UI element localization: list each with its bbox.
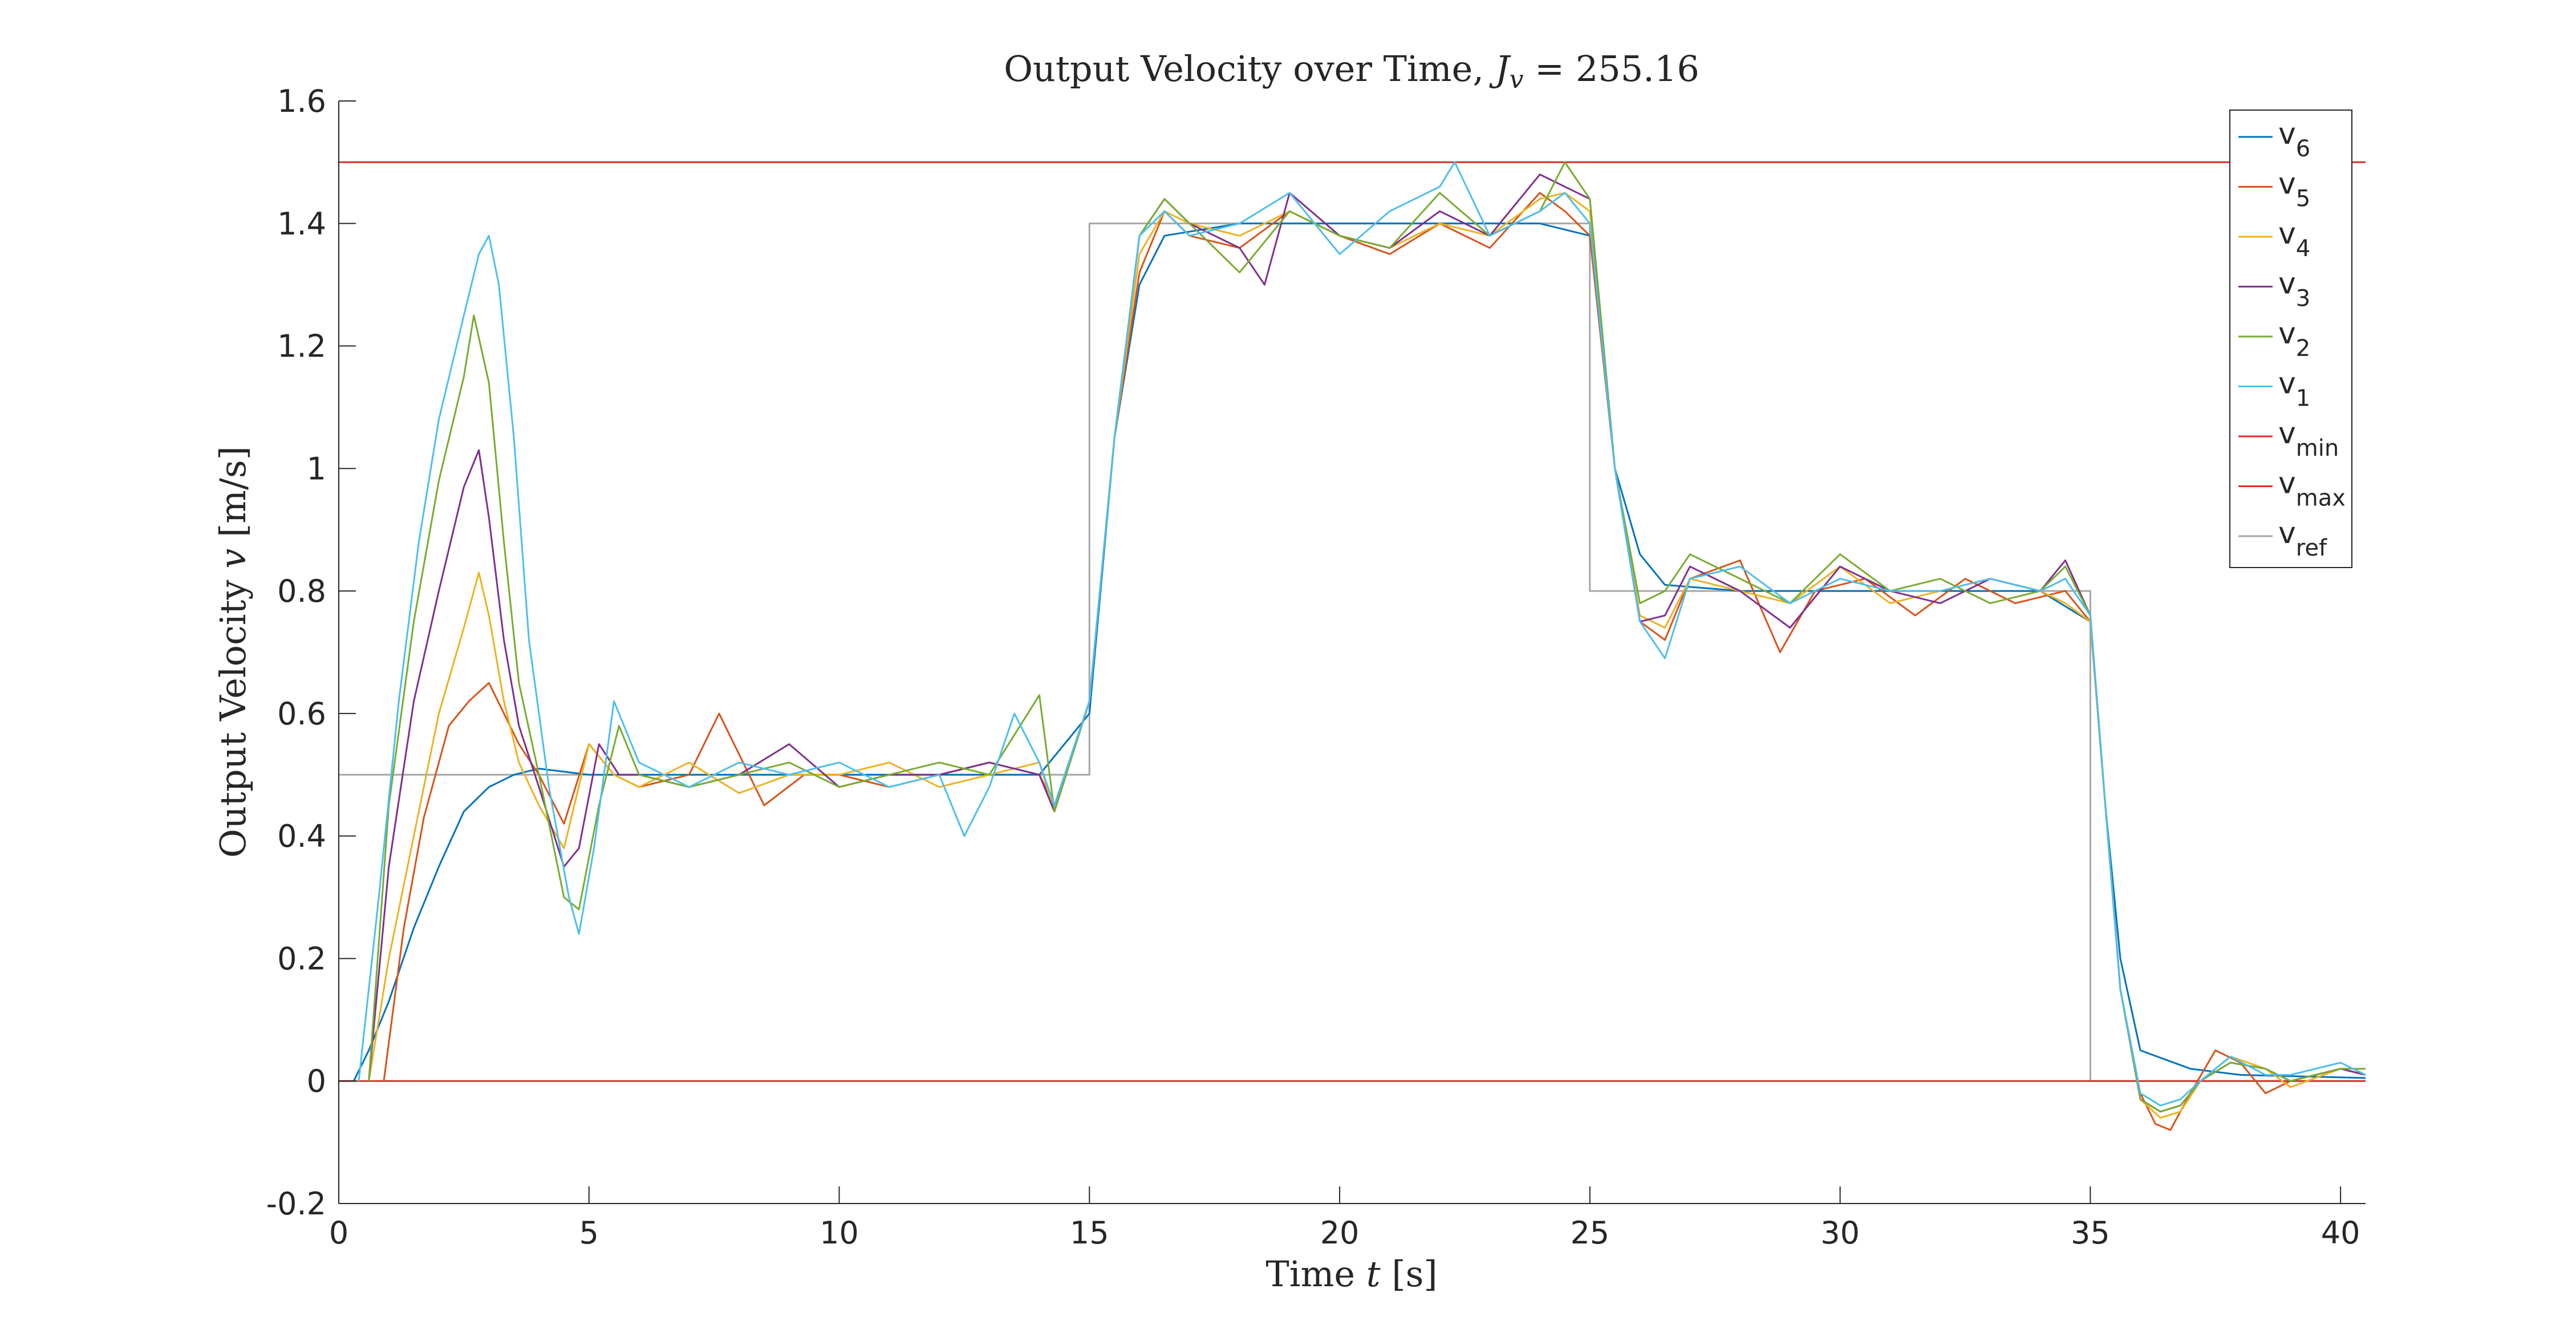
legend-label-v-6: v6	[2278, 117, 2310, 162]
legend-label-sub: max	[2296, 485, 2346, 512]
legend-label-v-2: v2	[2278, 317, 2310, 362]
legend-label-main: v	[2278, 217, 2296, 251]
x-tick-label: 15	[1070, 1215, 1109, 1251]
series-line-v-ref	[339, 222, 2366, 1082]
chart-title-eq: = 255.16	[1523, 48, 1699, 90]
x-tick-label: 30	[1820, 1215, 1860, 1251]
plot-area	[339, 101, 2366, 1204]
legend-label-sub: 4	[2296, 236, 2310, 262]
x-axis-label-unit: [s]	[1392, 1253, 1437, 1295]
legend-label-sub: 6	[2296, 136, 2310, 162]
legend-label-main: v	[2278, 416, 2296, 451]
x-tick-label: 20	[1320, 1215, 1360, 1251]
chart-title-sub: v	[1510, 65, 1524, 94]
x-tick-labels: 0 5 10 15 20 25 30 35 40	[329, 1186, 2360, 1251]
y-axis-label-var: v	[212, 549, 254, 569]
y-tick-label: -0.2	[266, 1186, 326, 1222]
legend-label-v-5: v5	[2278, 167, 2310, 212]
y-tick-label: 0.6	[277, 696, 326, 732]
y-tick-label: 0.4	[277, 819, 326, 854]
series-line-v-1	[358, 161, 2366, 1107]
legend-label-sub: 2	[2296, 335, 2310, 362]
legend-label-main: v	[2278, 516, 2296, 550]
legend-label-sub: min	[2296, 435, 2339, 461]
series-layer	[339, 161, 2366, 1131]
y-tick-label: 1.4	[277, 206, 326, 242]
x-tick-label: 35	[2071, 1215, 2110, 1251]
x-tick-label: 0	[329, 1215, 348, 1251]
y-axis-label-unit: [m/s]	[212, 446, 254, 537]
x-axis-label-var: t	[1366, 1253, 1381, 1295]
y-tick-labels: -0.2 0 0.2 0.4 0.6 0.8 1 1.2 1.4 1.6	[266, 83, 356, 1222]
y-tick-label: 1.6	[277, 83, 326, 119]
x-axis-label: Time t [s]	[1265, 1253, 1437, 1295]
y-tick-label: 1.2	[277, 329, 326, 364]
chart-title: Output Velocity over Time, Jv = 255.16	[1004, 48, 1699, 94]
y-tick-label: 0.2	[277, 941, 326, 977]
legend-label-sub: 3	[2296, 286, 2310, 312]
x-tick-label: 10	[820, 1215, 859, 1251]
legend-label-v-1: v1	[2278, 367, 2310, 412]
legend-label-main: v	[2278, 167, 2296, 201]
legend-label-main: v	[2278, 317, 2296, 351]
legend-label-v-min: vmin	[2278, 416, 2339, 461]
legend-label-sub: 1	[2296, 386, 2310, 412]
legend-label-v-3: v3	[2278, 267, 2310, 312]
y-axis-label: Output Velocity v [m/s]	[212, 446, 254, 858]
x-tick-label: 40	[2321, 1215, 2360, 1251]
legend-label-main: v	[2278, 117, 2296, 151]
axes-layer	[338, 101, 2366, 1204]
legend-label-v-max: vmax	[2278, 467, 2346, 512]
x-axis-label-text: Time	[1265, 1253, 1366, 1295]
y-axis-label-text: Output Velocity	[212, 569, 254, 858]
legend-label-main: v	[2278, 467, 2296, 501]
legend-label-main: v	[2278, 267, 2296, 301]
legend-label-sub: 5	[2296, 186, 2310, 212]
legend-label-v-4: v4	[2278, 217, 2310, 262]
y-tick-label: 1	[307, 451, 326, 487]
chart-title-text: Output Velocity over Time,	[1004, 48, 1495, 90]
legend-label-v-ref: vref	[2278, 516, 2327, 561]
x-tick-label: 25	[1570, 1215, 1609, 1251]
y-tick-label: 0	[307, 1063, 326, 1099]
y-tick-label: 0.8	[277, 573, 326, 609]
legend-label-sub: ref	[2296, 535, 2327, 561]
x-tick-label: 5	[579, 1215, 599, 1251]
legend-label-main: v	[2278, 367, 2296, 401]
